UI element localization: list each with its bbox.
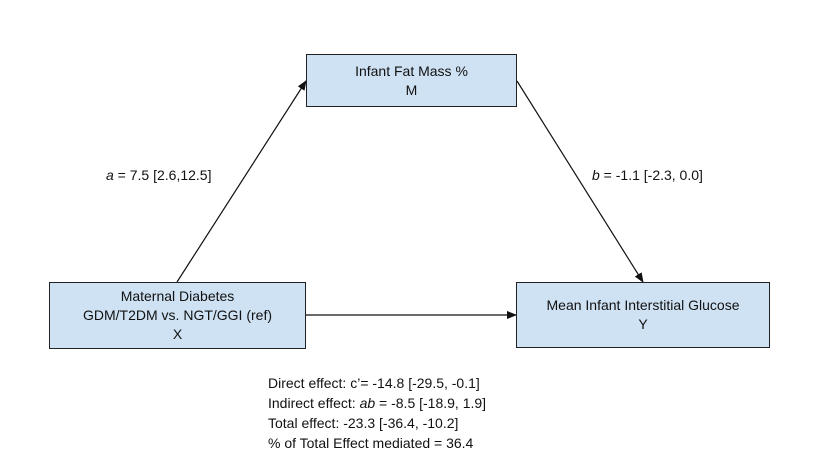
exposure-label: Maternal Diabetes bbox=[120, 288, 235, 304]
mediator-symbol: M bbox=[405, 81, 418, 98]
mediator-box: Infant Fat Mass % M bbox=[306, 54, 517, 107]
indirect-effect-prefix: Indirect effect: bbox=[268, 395, 360, 411]
exposure-symbol: X bbox=[172, 326, 183, 342]
indirect-effect: Indirect effect: ab = -8.5 [-18.9, 1.9] bbox=[268, 393, 486, 413]
arrow-m-to-y bbox=[516, 80, 644, 283]
path-a-value: = 7.5 [2.6,12.5] bbox=[113, 167, 212, 183]
total-effect: Total effect: -23.3 [-36.4, -10.2] bbox=[268, 415, 459, 431]
path-b-label: b = -1.1 [-2.3, 0.0] bbox=[592, 166, 703, 184]
outcome-label: Mean Infant Interstitial Glucose bbox=[546, 297, 740, 313]
path-b-value: = -1.1 [-2.3, 0.0] bbox=[599, 167, 703, 183]
percent-mediated: % of Total Effect mediated = 36.4 bbox=[268, 435, 474, 451]
path-a-symbol: a bbox=[106, 167, 114, 183]
effects-summary: Direct effect: c’= -14.8 [-29.5, -0.1] I… bbox=[268, 373, 486, 453]
path-b-symbol: b bbox=[592, 167, 600, 183]
exposure-box: Maternal Diabetes GDM/T2DM vs. NGT/GGI (… bbox=[49, 282, 306, 349]
path-a-label: a = 7.5 [2.6,12.5] bbox=[106, 166, 211, 184]
outcome-symbol: Y bbox=[638, 316, 648, 332]
arrow-x-to-m bbox=[176, 80, 307, 283]
direct-effect: Direct effect: c’= -14.8 [-29.5, -0.1] bbox=[268, 375, 480, 391]
exposure-comparison: GDM/T2DM vs. NGT/GGI (ref) bbox=[83, 307, 272, 323]
outcome-box: Mean Infant Interstitial Glucose Y bbox=[516, 282, 770, 348]
indirect-effect-value: = -8.5 [-18.9, 1.9] bbox=[375, 395, 487, 411]
mediator-label: Infant Fat Mass % bbox=[355, 62, 468, 79]
indirect-effect-symbol: ab bbox=[359, 395, 376, 411]
